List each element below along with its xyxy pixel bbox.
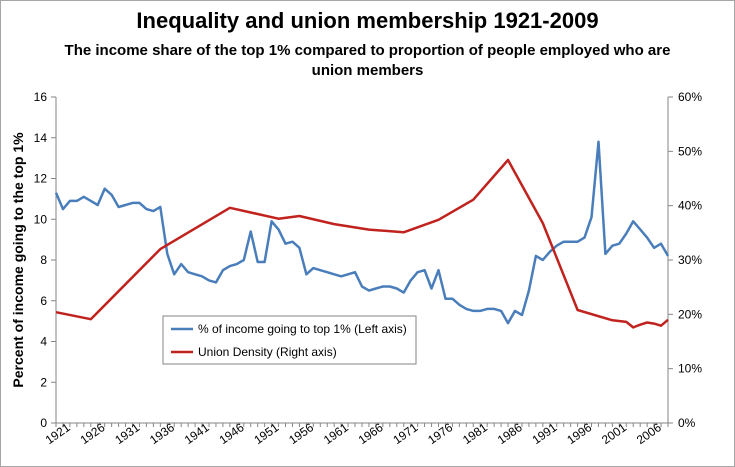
x-tick-label: 2001 xyxy=(599,420,629,447)
left-tick-label: 12 xyxy=(34,172,48,186)
right-tick-label: 60% xyxy=(678,90,702,104)
x-tick-label: 1926 xyxy=(78,420,108,447)
legend-label-income: % of income going to top 1% (Left axis) xyxy=(198,322,407,336)
top1-income-share-line xyxy=(54,140,670,325)
x-tick-label: 1946 xyxy=(217,420,247,447)
x-tick-label: 1921 xyxy=(43,420,73,447)
left-tick-label: 6 xyxy=(40,294,47,308)
x-tick-label: 1966 xyxy=(356,420,386,447)
x-tick-label: 1986 xyxy=(495,420,525,447)
x-tick-label: 2006 xyxy=(634,420,664,447)
chart-subtitle-line-1: The income share of the top 1% compared … xyxy=(64,42,671,59)
right-tick-label: 30% xyxy=(678,253,702,267)
right-tick-label: 20% xyxy=(678,307,702,321)
left-tick-label: 0 xyxy=(40,416,47,430)
x-tick-label: 1991 xyxy=(530,420,560,447)
x-tick-label: 1931 xyxy=(112,420,142,447)
right-tick-label: 0% xyxy=(678,416,696,430)
x-tick-label: 1981 xyxy=(460,420,490,447)
left-tick-label: 10 xyxy=(34,212,48,226)
chart-subtitle-line-2: union members xyxy=(311,62,424,79)
right-tick-label: 10% xyxy=(678,362,702,376)
x-tick-label: 1941 xyxy=(182,420,212,447)
chart-title: Inequality and union membership 1921-200… xyxy=(136,8,599,33)
x-tick-label: 1961 xyxy=(321,420,351,447)
left-tick-label: 8 xyxy=(40,253,47,267)
left-tick-label: 2 xyxy=(40,375,47,389)
x-tick-label: 1951 xyxy=(251,420,281,447)
legend-box xyxy=(162,315,417,365)
x-tick-label: 1936 xyxy=(147,420,177,447)
x-tick-label: 1976 xyxy=(425,420,455,447)
right-tick-label: 50% xyxy=(678,144,702,158)
left-tick-label: 14 xyxy=(34,131,48,145)
union-density-line xyxy=(55,158,669,329)
left-tick-label: 4 xyxy=(40,335,47,349)
right-tick-label: 40% xyxy=(678,199,702,213)
x-tick-label: 1996 xyxy=(564,420,594,447)
x-tick-label: 1956 xyxy=(286,420,316,447)
y-axis-title: Percent of income going to the top 1% xyxy=(10,132,26,388)
left-tick-label: 16 xyxy=(34,90,48,104)
x-tick-label: 1971 xyxy=(390,420,420,447)
legend-label-union: Union Density (Right axis) xyxy=(198,345,337,359)
